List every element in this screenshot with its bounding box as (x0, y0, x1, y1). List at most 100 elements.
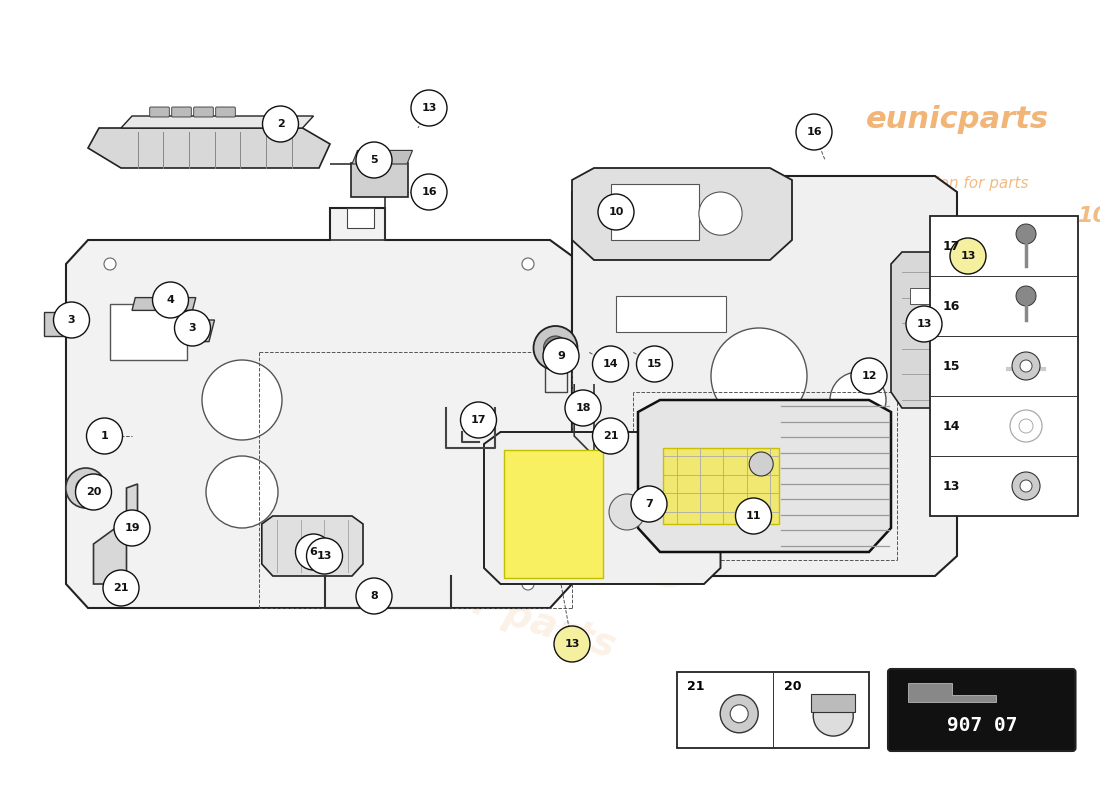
Polygon shape (891, 252, 968, 408)
Circle shape (76, 478, 96, 498)
Circle shape (1019, 419, 1033, 433)
Circle shape (103, 570, 139, 606)
Polygon shape (66, 208, 572, 608)
Text: 12: 12 (861, 371, 877, 381)
Text: 13: 13 (421, 103, 437, 113)
Polygon shape (572, 176, 957, 576)
Text: 5: 5 (371, 155, 377, 165)
Circle shape (543, 336, 568, 360)
Polygon shape (572, 168, 792, 260)
Circle shape (1012, 472, 1040, 500)
Circle shape (851, 358, 887, 394)
Text: 2: 2 (276, 119, 285, 129)
Text: 1: 1 (100, 431, 109, 441)
Circle shape (411, 174, 447, 210)
FancyBboxPatch shape (150, 107, 169, 117)
FancyBboxPatch shape (610, 184, 698, 240)
Text: 18: 18 (575, 403, 591, 413)
Text: 14: 14 (603, 359, 618, 369)
Circle shape (593, 418, 628, 454)
Polygon shape (182, 320, 214, 342)
Circle shape (356, 578, 392, 614)
Text: 9: 9 (557, 351, 565, 361)
Polygon shape (88, 128, 330, 168)
Text: 907 07: 907 07 (946, 716, 1018, 734)
Polygon shape (908, 683, 996, 702)
FancyBboxPatch shape (351, 163, 408, 197)
Circle shape (730, 705, 748, 723)
Polygon shape (352, 150, 412, 164)
Circle shape (543, 338, 579, 374)
Circle shape (202, 360, 282, 440)
Text: 14: 14 (943, 419, 960, 433)
FancyBboxPatch shape (888, 669, 1076, 751)
Text: eunicparts: eunicparts (53, 310, 717, 618)
Text: 15: 15 (647, 359, 662, 369)
FancyBboxPatch shape (504, 450, 603, 578)
Circle shape (711, 328, 807, 424)
Circle shape (175, 310, 210, 346)
FancyBboxPatch shape (676, 672, 869, 748)
Text: 10: 10 (608, 207, 624, 217)
Text: 15: 15 (943, 359, 960, 373)
FancyBboxPatch shape (216, 107, 235, 117)
Circle shape (522, 578, 534, 590)
Text: 6: 6 (309, 547, 318, 557)
Polygon shape (484, 432, 720, 584)
Circle shape (1016, 224, 1036, 244)
Text: a passion for parts: a passion for parts (886, 177, 1028, 191)
Text: 13: 13 (317, 551, 332, 561)
Circle shape (104, 258, 116, 270)
Text: 17: 17 (943, 239, 960, 253)
Text: 20: 20 (784, 680, 801, 693)
FancyBboxPatch shape (194, 107, 213, 117)
Polygon shape (121, 116, 314, 128)
Text: eunicparts: eunicparts (866, 106, 1048, 134)
FancyBboxPatch shape (663, 448, 779, 524)
Circle shape (104, 578, 116, 590)
Text: 13: 13 (916, 319, 932, 329)
Circle shape (534, 326, 578, 370)
Text: 21: 21 (603, 431, 618, 441)
Circle shape (356, 142, 392, 178)
Circle shape (736, 498, 771, 534)
Circle shape (906, 306, 942, 342)
Circle shape (631, 486, 667, 522)
FancyBboxPatch shape (616, 296, 726, 332)
Circle shape (598, 194, 634, 230)
Text: 21: 21 (688, 680, 705, 693)
Circle shape (1020, 360, 1032, 372)
Text: 20: 20 (86, 487, 101, 497)
Polygon shape (132, 298, 196, 310)
Circle shape (637, 346, 672, 382)
FancyBboxPatch shape (346, 208, 374, 228)
Circle shape (1020, 480, 1032, 492)
Text: 17: 17 (471, 415, 486, 425)
Circle shape (461, 402, 496, 438)
Circle shape (749, 452, 773, 476)
Text: 13: 13 (960, 251, 976, 261)
Circle shape (950, 238, 986, 274)
Circle shape (593, 346, 628, 382)
Circle shape (720, 694, 758, 733)
Circle shape (87, 418, 122, 454)
FancyBboxPatch shape (172, 107, 191, 117)
Circle shape (609, 494, 645, 530)
Circle shape (1010, 410, 1042, 442)
Polygon shape (262, 516, 363, 576)
Circle shape (307, 538, 342, 574)
Circle shape (565, 390, 601, 426)
Circle shape (76, 474, 111, 510)
Text: 105: 105 (1077, 206, 1100, 226)
Circle shape (153, 282, 188, 318)
Text: 8: 8 (370, 591, 378, 601)
FancyBboxPatch shape (930, 216, 1078, 516)
Polygon shape (638, 400, 891, 552)
Circle shape (206, 456, 278, 528)
Circle shape (1016, 286, 1036, 306)
FancyBboxPatch shape (110, 304, 187, 360)
Circle shape (66, 468, 106, 508)
Circle shape (411, 90, 447, 126)
Text: 3: 3 (68, 315, 75, 325)
Circle shape (698, 192, 742, 235)
